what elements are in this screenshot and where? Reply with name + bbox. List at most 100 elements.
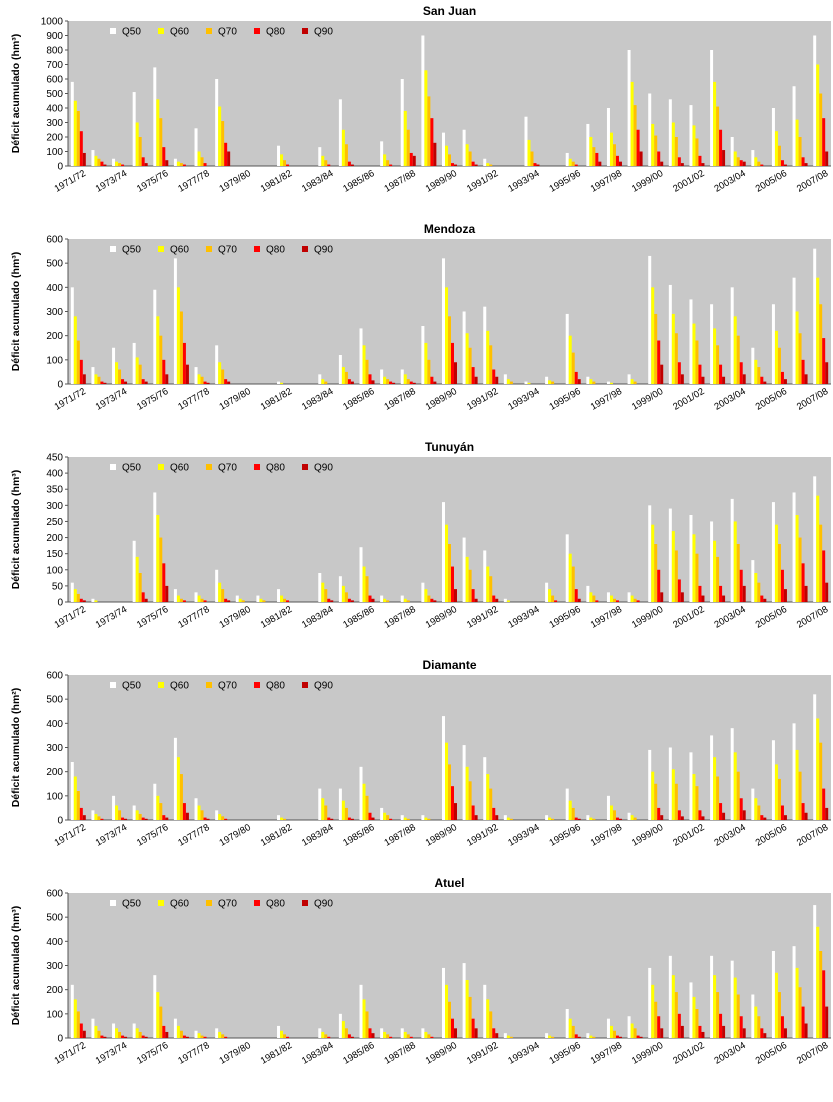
bar-q80 [760, 376, 764, 384]
bar-q60 [341, 800, 345, 820]
bar-q70 [427, 96, 431, 166]
legend-swatch [110, 464, 116, 470]
bar-q60 [465, 144, 469, 166]
legend-swatch [302, 246, 308, 252]
bar-q50 [91, 150, 95, 166]
bar-q90 [701, 376, 705, 384]
x-tick-label: 1973/74 [94, 604, 129, 631]
bar-q70 [592, 1036, 596, 1038]
bar-q80 [100, 161, 104, 166]
bar-q60 [362, 566, 366, 602]
bar-q90 [165, 1031, 169, 1038]
bar-q70 [654, 1001, 658, 1038]
bar-q80 [698, 155, 702, 166]
bar-q80 [79, 1023, 83, 1038]
bar-q90 [474, 1028, 478, 1038]
chart-panel-3: Tunuyán 0 50 100 150 200 250 300 350 400 450 Défici… [10, 440, 831, 631]
x-tick-label: 2001/02 [671, 168, 706, 195]
bar-q50 [586, 123, 590, 166]
bar-q60 [630, 379, 634, 384]
x-tick-label: 1983/84 [300, 1040, 335, 1067]
bar-q60 [548, 380, 552, 384]
x-tick-label: 1979/80 [218, 386, 253, 413]
bar-q60 [176, 1025, 180, 1038]
bar-q50 [112, 1023, 116, 1038]
bar-q90 [825, 362, 829, 384]
bar-q90 [577, 818, 581, 820]
bar-q90 [742, 585, 746, 602]
bar-q90 [124, 381, 128, 384]
legend-swatch [110, 28, 116, 34]
bar-q80 [141, 1035, 145, 1038]
bar-q50 [689, 299, 693, 384]
legend-swatch [254, 28, 260, 34]
bar-q50 [668, 99, 672, 166]
bar-q50 [565, 152, 569, 166]
bar-q50 [70, 287, 74, 384]
bar-q70 [179, 774, 183, 820]
x-tick-label: 2001/02 [671, 604, 706, 631]
bar-q70 [695, 786, 699, 820]
bar-q70 [468, 781, 472, 820]
bar-q80 [760, 164, 764, 166]
bar-q50 [524, 116, 528, 166]
bar-q90 [680, 374, 684, 384]
bar-q90 [783, 1028, 787, 1038]
bar-q50 [813, 476, 817, 602]
bar-q80 [409, 1036, 413, 1038]
bar-q80 [677, 362, 681, 384]
bar-q80 [636, 1035, 640, 1038]
bar-q80 [224, 818, 228, 820]
bar-q50 [380, 141, 384, 166]
x-tick-label: 1981/82 [259, 822, 294, 849]
legend-swatch [302, 464, 308, 470]
bar-q50 [112, 347, 116, 384]
bar-q80 [760, 815, 764, 820]
bar-q70 [76, 791, 80, 820]
legend-label: Q70 [218, 681, 237, 692]
bar-q70 [819, 951, 823, 1038]
bar-q50 [710, 50, 714, 166]
bar-q50 [462, 537, 466, 602]
bar-q70 [695, 553, 699, 602]
bar-q90 [474, 815, 478, 820]
bar-q60 [115, 161, 119, 166]
bar-q70 [406, 1034, 410, 1038]
bar-q80 [389, 164, 393, 166]
bar-q50 [792, 277, 796, 384]
bar-q80 [719, 1013, 723, 1038]
bar-q80 [368, 595, 372, 602]
bar-q70 [262, 600, 266, 602]
x-tick-label: 2001/02 [671, 386, 706, 413]
bar-q90 [350, 818, 354, 820]
bar-q50 [359, 984, 363, 1038]
bar-q90 [412, 155, 416, 166]
bar-q70 [551, 1036, 555, 1038]
bar-q80 [677, 810, 681, 820]
y-tick-label: 800 [46, 46, 63, 57]
bar-q50 [153, 67, 157, 166]
bar-q90 [185, 1036, 189, 1038]
bar-q60 [713, 81, 717, 166]
bar-q90 [680, 1025, 684, 1038]
bar-q70 [365, 795, 369, 820]
bar-q70 [221, 121, 225, 166]
x-tick-label: 1981/82 [259, 168, 294, 195]
bar-q50 [730, 137, 734, 166]
bar-q80 [698, 364, 702, 384]
bar-q70 [448, 154, 451, 166]
bar-q90 [639, 151, 643, 166]
bar-q80 [801, 157, 805, 166]
bar-q80 [79, 598, 83, 602]
bar-q50 [586, 376, 590, 384]
bar-q70 [489, 576, 493, 602]
bar-q60 [692, 774, 696, 820]
bar-q80 [182, 342, 186, 384]
bar-q60 [362, 999, 366, 1038]
bar-q50 [606, 381, 610, 384]
bar-q50 [91, 1018, 95, 1038]
bar-q90 [433, 600, 437, 602]
bar-q80 [327, 1036, 331, 1038]
x-tick-label: 1985/86 [341, 822, 376, 849]
x-tick-label: 1979/80 [218, 1040, 253, 1067]
